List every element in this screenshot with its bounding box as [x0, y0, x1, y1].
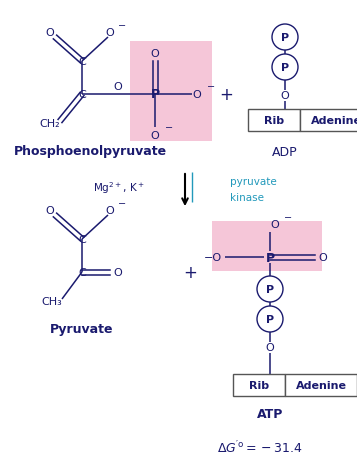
Text: kinase: kinase: [230, 193, 264, 203]
Circle shape: [257, 277, 283, 302]
Bar: [212, 221, 322, 271]
Text: −: −: [165, 123, 173, 133]
Text: −: −: [207, 82, 215, 92]
Text: P: P: [266, 251, 275, 264]
Text: O: O: [151, 49, 159, 59]
Bar: [300, 110, 357, 132]
Text: O: O: [106, 206, 114, 216]
Circle shape: [257, 307, 283, 332]
Text: O: O: [114, 268, 122, 278]
Text: P: P: [281, 63, 289, 73]
Text: O: O: [319, 252, 327, 262]
Text: C: C: [78, 90, 86, 100]
Text: P: P: [266, 314, 274, 324]
Text: O: O: [266, 342, 275, 352]
Text: CH₂: CH₂: [40, 119, 60, 129]
Text: Adenine: Adenine: [311, 116, 357, 126]
Text: Pyruvate: Pyruvate: [50, 323, 114, 336]
Text: pyruvate: pyruvate: [230, 177, 277, 187]
Text: +: +: [183, 263, 197, 281]
Text: ATP: ATP: [257, 407, 283, 421]
Text: O: O: [151, 131, 159, 141]
Text: Rib: Rib: [264, 116, 284, 126]
Text: C: C: [78, 57, 86, 67]
Bar: [130, 42, 212, 142]
Text: O: O: [193, 90, 201, 100]
Text: −: −: [118, 21, 126, 31]
Text: C: C: [78, 268, 86, 278]
Text: O: O: [271, 219, 280, 229]
Text: Rib: Rib: [249, 380, 269, 390]
Text: P: P: [281, 33, 289, 43]
Text: O: O: [281, 91, 290, 101]
Text: O: O: [46, 28, 54, 38]
Text: O: O: [106, 28, 114, 38]
Text: Adenine: Adenine: [296, 380, 347, 390]
Bar: [233, 374, 285, 396]
Text: CH₃: CH₃: [42, 297, 62, 307]
Text: P: P: [266, 284, 274, 294]
Text: −O: −O: [204, 252, 222, 262]
Text: P: P: [150, 89, 160, 101]
Circle shape: [272, 25, 298, 51]
Text: −: −: [284, 213, 292, 223]
Text: Mg$^{2+}$, K$^+$: Mg$^{2+}$, K$^+$: [93, 180, 145, 196]
Text: O: O: [46, 206, 54, 216]
Text: +: +: [219, 86, 233, 104]
Bar: [248, 110, 300, 132]
Text: ADP: ADP: [272, 145, 298, 158]
Text: −: −: [118, 198, 126, 208]
Text: C: C: [78, 235, 86, 245]
Text: O: O: [114, 82, 122, 92]
Text: Phosphoenolpyruvate: Phosphoenolpyruvate: [14, 145, 167, 158]
Bar: [285, 374, 357, 396]
Circle shape: [272, 55, 298, 81]
Text: $\Delta G\mathregular{^{\prime o}}= -31.4$: $\Delta G\mathregular{^{\prime o}}= -31.…: [217, 439, 303, 456]
